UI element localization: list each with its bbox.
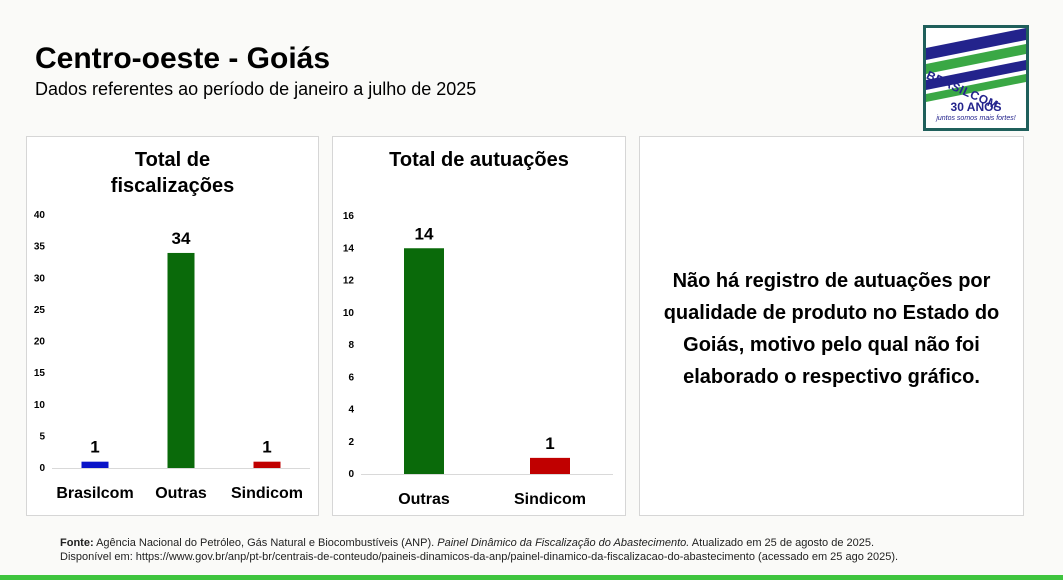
data-label: 14 [415, 224, 434, 243]
y-tick-label: 8 [348, 340, 354, 351]
y-tick-label: 30 [34, 273, 46, 284]
y-tick-label: 0 [348, 469, 354, 480]
chart-panel-autuacoes: Total de autuações 0 2 4 6 8 10 12 14 16 14 Outras… [332, 136, 626, 516]
logo-tagline: juntos somos mais fortes! [936, 115, 1016, 122]
bar-sindicom [253, 461, 281, 468]
y-tick-label: 12 [343, 276, 355, 287]
y-tick-label: 20 [34, 337, 46, 348]
y-tick-label: 16 [343, 211, 355, 222]
source-line: Fonte: Agência Nacional do Petróleo, Gás… [60, 536, 1050, 550]
y-tick-label: 40 [34, 210, 46, 221]
bar-outras [167, 252, 195, 468]
bar-outras [404, 248, 444, 474]
page-subtitle: Dados referentes ao período de janeiro a… [35, 79, 477, 99]
y-tick-label: 6 [348, 372, 354, 383]
logo-years: 30 ANOS [950, 100, 1002, 114]
bar-sindicom [530, 457, 570, 474]
bar-brasilcom [81, 461, 109, 468]
category-label: Sindicom [231, 485, 303, 502]
y-tick-label: 10 [34, 400, 46, 411]
y-tick-label: 35 [34, 242, 46, 253]
chart-title: Total de autuações [333, 147, 625, 173]
data-label: 1 [262, 438, 271, 457]
source-footer: Fonte: Agência Nacional do Petróleo, Gás… [60, 536, 1050, 564]
brasilcom-logo: BRASILCOM 30 ANOS juntos somos mais fort… [923, 25, 1029, 131]
data-label: 1 [545, 434, 554, 453]
chart-fiscalizacoes: 0 5 10 15 20 25 30 35 40 1 Brasilcom 34 Outras 1 Sindi… [34, 210, 310, 502]
source-agency: Agência Nacional do Petróleo, Gás Natura… [96, 537, 435, 549]
chart-title: Total de fiscalizações [27, 147, 318, 199]
chart-title-line: fiscalizações [110, 175, 235, 197]
category-label: Sindicom [514, 491, 586, 508]
chart-title-line: Total de [134, 149, 211, 171]
y-tick-label: 14 [343, 243, 355, 254]
source-title: Painel Dinâmico da Fiscalização do Abast… [437, 537, 690, 549]
chart-autuacoes: 0 2 4 6 8 10 12 14 16 14 Outras 1 Sindicom [343, 211, 613, 508]
source-updated: Atualizado em 25 de agosto de 2025. [691, 537, 875, 549]
y-tick-label: 10 [343, 308, 355, 319]
data-label: 34 [172, 229, 191, 248]
category-label: Outras [155, 485, 207, 502]
page-title: Centro-oeste - Goiás [35, 42, 331, 75]
data-label: 1 [90, 438, 99, 457]
category-label: Brasilcom [56, 485, 133, 502]
y-tick-label: 4 [348, 405, 354, 416]
note-panel: Não há registro de autuações por qualida… [639, 136, 1024, 516]
category-label: Outras [398, 491, 450, 508]
source-available-at: Disponível em: https://www.gov.br/anp/pt… [60, 551, 899, 563]
chart-panel-fiscalizacoes: Total de fiscalizações 0 5 10 15 20 25 30 35 40 1… [26, 136, 319, 516]
y-tick-label: 5 [39, 431, 45, 442]
note-text: Não há registro de autuações por qualida… [663, 270, 1000, 388]
y-tick-label: 0 [39, 463, 45, 474]
logo-stripes-graphic [926, 28, 1026, 102]
y-tick-label: 2 [348, 437, 354, 448]
y-tick-label: 25 [34, 305, 46, 316]
chart-title-line: Total de autuações [389, 149, 569, 171]
y-tick-label: 15 [34, 368, 46, 379]
bottom-accent-bar [0, 575, 1063, 580]
source-label: Fonte: [60, 537, 94, 549]
